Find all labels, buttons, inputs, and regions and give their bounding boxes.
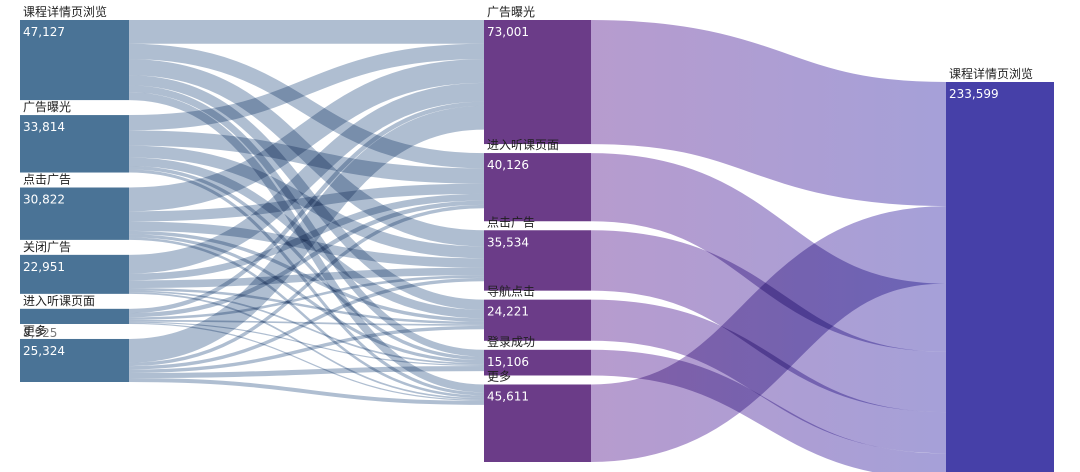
link-L1-M0: [128, 43, 485, 131]
node-M0[interactable]: [484, 20, 591, 145]
node-label-L4: 进入听课页面: [23, 294, 95, 308]
node-value-M5: 45,611: [487, 389, 529, 403]
link-L3-M0: [128, 82, 485, 274]
link-L4-M1: [128, 200, 485, 318]
node-L0[interactable]: [20, 20, 129, 101]
node-value-L5: 25,324: [23, 344, 65, 358]
link-L1-M4: [128, 166, 485, 361]
link-M2-R0: [590, 230, 947, 413]
sankey-links: [128, 19, 948, 472]
link-L1-M1: [128, 130, 485, 184]
node-value-M0: 73,001: [487, 25, 529, 39]
node-value-M3: 24,221: [487, 305, 529, 319]
node-value-R0: 233,599: [949, 87, 999, 101]
node-value-L1: 33,814: [23, 120, 65, 134]
link-L4-M2: [128, 275, 485, 320]
node-L2[interactable]: [20, 187, 129, 240]
node-value-M4: 15,106: [487, 355, 529, 369]
node-value-M1: 40,126: [487, 158, 529, 172]
link-L2-M1: [128, 183, 485, 222]
node-label-L2: 点击广告: [23, 172, 71, 186]
link-M3-R0: [590, 299, 947, 454]
node-label-M0: 广告曝光: [487, 5, 535, 19]
link-M0-R0: [590, 19, 947, 207]
node-L3[interactable]: [20, 254, 129, 294]
link-L5-M0: [128, 105, 485, 363]
node-R0[interactable]: [946, 82, 1054, 472]
node-M5[interactable]: [484, 384, 591, 462]
node-M1[interactable]: [484, 153, 591, 222]
node-value-L4: 8,925: [23, 326, 57, 340]
node-label-L0: 课程详情页浏览: [23, 4, 107, 19]
link-L5-M5: [128, 378, 485, 405]
link-L5-M4: [128, 365, 485, 379]
link-L3-M4: [128, 290, 485, 365]
node-label-M2: 点击广告: [487, 215, 535, 229]
node-M2[interactable]: [484, 230, 591, 291]
node-L5[interactable]: [20, 338, 129, 382]
link-M4-R0: [590, 349, 947, 472]
link-L4-M0: [128, 101, 485, 314]
link-L3-M2: [128, 267, 485, 288]
node-label-R0: 课程详情页浏览: [949, 66, 1033, 81]
sankey-nodes: 课程详情页浏览 47,127 广告曝光 33,814 点击广告 30,822 关闭广告 22,…: [20, 4, 1054, 472]
link-L0-M1: [128, 43, 485, 169]
node-value-L2: 30,822: [23, 192, 65, 206]
node-value-M2: 35,534: [487, 235, 529, 249]
node-label-M1: 进入听课页面: [487, 138, 559, 152]
link-M1-R0: [590, 153, 947, 352]
node-L4[interactable]: [20, 308, 129, 324]
node-label-M4: 登录成功: [487, 334, 535, 349]
link-L3-M3: [128, 287, 485, 325]
link-L5-M1: [128, 204, 485, 367]
link-L2-M0: [128, 59, 485, 212]
node-label-M3: 导航点击: [487, 284, 535, 299]
node-L1[interactable]: [20, 115, 129, 173]
node-value-L0: 47,127: [23, 25, 65, 39]
node-label-M5: 更多: [487, 369, 511, 383]
link-L5-M3: [128, 325, 485, 373]
node-M3[interactable]: [484, 299, 591, 341]
link-L0-M3: [128, 75, 485, 310]
link-L4-M4: [128, 321, 485, 366]
link-L5-M2: [128, 277, 485, 370]
node-label-L5: 更多: [23, 324, 47, 338]
node-label-L1: 广告曝光: [23, 100, 71, 114]
node-label-L3: 关闭广告: [23, 240, 71, 254]
node-value-L3: 22,951: [23, 260, 65, 274]
node-M4[interactable]: [484, 349, 591, 376]
